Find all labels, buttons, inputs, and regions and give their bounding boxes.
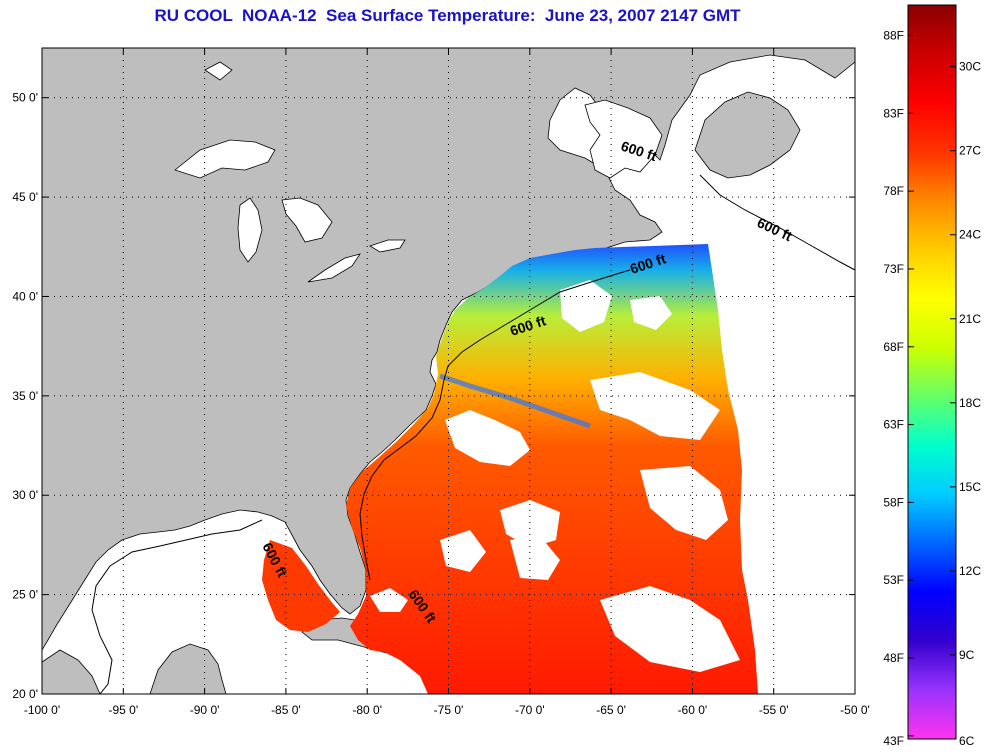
yucatan-land xyxy=(42,649,101,694)
colorbar-label-f: 73F xyxy=(883,262,904,276)
x-tick-label: -60 0' xyxy=(678,703,708,717)
lake-erie xyxy=(307,253,361,283)
colorbar-label-f: 43F xyxy=(883,734,904,748)
sst-cool-streak xyxy=(439,373,591,429)
lake-huron xyxy=(281,197,333,243)
colorbar-label-f: 68F xyxy=(883,340,904,354)
colorbar-label-c: 12C xyxy=(959,564,981,578)
x-tick-label: -95 0' xyxy=(108,703,138,717)
colorbar-label-f: 78F xyxy=(883,184,904,198)
colorbar-labels: 30C 27C 24C 21C 18C 15C 12C 9C 6C 88F 83F 78F 73F 68F… xyxy=(883,29,981,748)
hudson-bay-edge xyxy=(204,61,233,81)
colorbar-label-f: 83F xyxy=(883,106,904,120)
sst-gulf-patch xyxy=(262,540,340,632)
x-tick-label: -85 0' xyxy=(271,703,301,717)
cloud-cover xyxy=(370,280,740,672)
colorbar-label-f: 58F xyxy=(883,495,904,509)
isobath-600ft xyxy=(91,174,855,694)
x-tick-label: -100 0' xyxy=(24,703,60,717)
x-tick-label: -70 0' xyxy=(515,703,545,717)
gulf-st-lawrence xyxy=(584,99,663,179)
colorbar-label-c: 18C xyxy=(959,396,981,410)
y-tick-label: 25 0' xyxy=(12,588,38,602)
colorbar-label-f: 53F xyxy=(883,573,904,587)
lake-michigan xyxy=(237,197,263,263)
x-tick-label: -90 0' xyxy=(190,703,220,717)
y-tick-label: 40 0' xyxy=(12,289,38,303)
sst-swath xyxy=(346,244,758,694)
y-tick-label: 45 0' xyxy=(12,190,38,204)
x-tick-label: -80 0' xyxy=(352,703,382,717)
yucatan-peninsula xyxy=(149,643,227,694)
x-tick-label: -75 0' xyxy=(434,703,464,717)
map-axes: -100 0' -95 0' -90 0' -85 0' -80 0' -75 0' -70… xyxy=(12,48,870,717)
colorbar-label-f: 48F xyxy=(883,651,904,665)
lake-superior xyxy=(174,139,276,179)
x-tick-label: -65 0' xyxy=(596,703,626,717)
y-tick-label: 50 0' xyxy=(12,91,38,105)
colorbar-label-c: 9C xyxy=(959,648,975,662)
y-tick-label: 20 0' xyxy=(12,687,38,701)
x-tick-label: -50 0' xyxy=(840,703,870,717)
colorbar-label-c: 27C xyxy=(959,144,981,158)
colorbar-gradient xyxy=(907,4,957,740)
colorbar-label-c: 6C xyxy=(959,734,975,748)
great-lakes xyxy=(174,61,406,283)
x-tick-label: -55 0' xyxy=(759,703,789,717)
colorbar-label-c: 21C xyxy=(959,312,981,326)
colorbar-label-c: 30C xyxy=(959,60,981,74)
colorbar-label-f: 88F xyxy=(883,29,904,43)
colorbar-label-c: 24C xyxy=(959,228,981,242)
colorbar-label-c: 15C xyxy=(959,480,981,494)
lake-ontario xyxy=(369,239,406,253)
y-tick-label: 35 0' xyxy=(12,389,38,403)
map-title: RU COOL NOAA-12 Sea Surface Temperature:… xyxy=(154,6,741,25)
y-tick-label: 30 0' xyxy=(12,488,38,502)
colorbar-label-f: 63F xyxy=(883,418,904,432)
